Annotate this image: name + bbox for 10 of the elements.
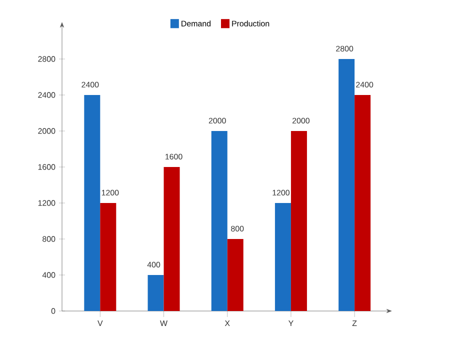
bar (211, 131, 228, 311)
bar (274, 203, 291, 311)
bar (100, 203, 116, 311)
bar (290, 131, 307, 311)
bar (148, 275, 164, 311)
bar (354, 95, 371, 311)
bar (84, 95, 100, 311)
bar (338, 59, 355, 311)
bar (227, 239, 244, 311)
bar (164, 167, 180, 311)
